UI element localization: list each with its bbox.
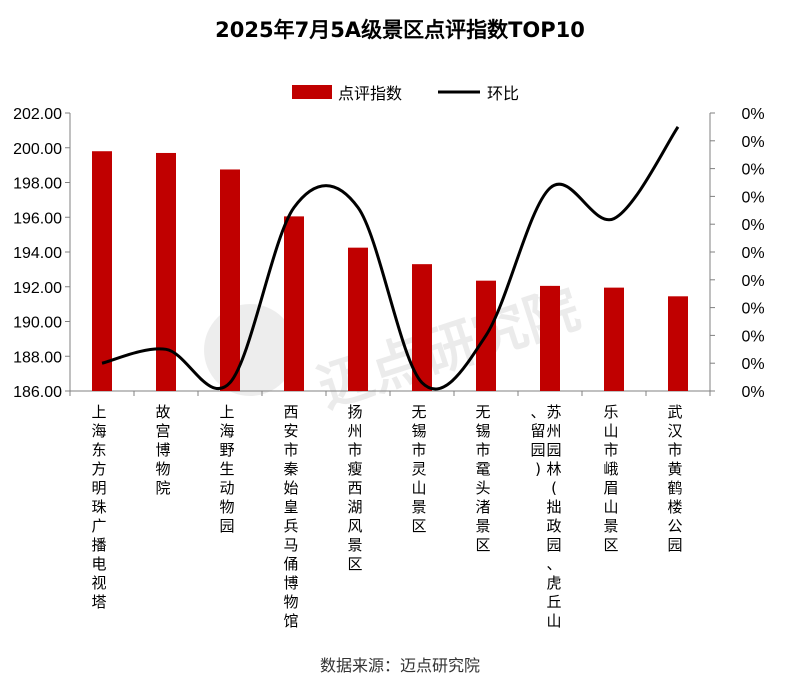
- legend-bar-swatch: [292, 85, 332, 99]
- y-right-tick-label: 0%: [741, 217, 764, 234]
- category-label: 苏州园林(拙政园、虎丘山、留园): [530, 403, 561, 630]
- axes: 202.00 200.00 198.00 196.00 194.00 192.00 190.…: [13, 106, 765, 401]
- y-left-tick-label: 200.00: [13, 141, 62, 158]
- category-label: 故宫博物院: [155, 403, 170, 497]
- y-right-tick-label: 0%: [741, 301, 764, 318]
- category-label-column: 无锡市鼋头渚景区: [475, 403, 490, 554]
- bar-series: [92, 151, 688, 391]
- category-label: 无锡市鼋头渚景区: [475, 403, 490, 554]
- bar: [540, 285, 560, 391]
- y-left-tick-label: 198.00: [13, 176, 62, 193]
- category-label-column: 扬州市瘦西湖风景区: [347, 403, 362, 573]
- y-left-tick-label: 194.00: [13, 245, 62, 262]
- source-note: 数据来源：迈点研究院: [319, 656, 480, 675]
- category-labels: 上海东方明珠广播电视塔 故宫博物院 上海野生动物园 西安市秦始皇兵马俑博物馆 扬州市瘦西…: [91, 403, 682, 630]
- legend-bar-label: 点评指数: [338, 84, 402, 103]
- bar: [156, 152, 176, 391]
- y-left-tick-label: 202.00: [13, 106, 62, 123]
- y-right-tick-label: 0%: [741, 189, 764, 206]
- bar: [412, 264, 432, 391]
- y-right-tick-label: 0%: [741, 106, 764, 123]
- category-label: 西安市秦始皇兵马俑博物馆: [283, 403, 298, 630]
- y-left-tick-label: 192.00: [13, 280, 62, 297]
- y-right-tick-label: 0%: [741, 273, 764, 290]
- category-label: 武汉市黄鹤楼公园: [667, 403, 682, 554]
- bar: [348, 247, 368, 391]
- category-label-column: 、留园): [530, 403, 545, 478]
- watermark-logo: [204, 304, 296, 396]
- category-label-column: 苏州园林(拙政园、虎丘山: [546, 403, 561, 630]
- bar: [92, 151, 112, 391]
- category-label-column: 武汉市黄鹤楼公园: [667, 403, 682, 554]
- bar: [668, 296, 688, 391]
- legend-line-label: 环比: [487, 84, 519, 103]
- y-left-tick-label: 190.00: [13, 315, 62, 332]
- category-label-column: 故宫博物院: [155, 403, 170, 497]
- category-label: 无锡市灵山景区: [411, 403, 426, 535]
- category-label: 上海野生动物园: [219, 403, 234, 535]
- category-label-column: 西安市秦始皇兵马俑博物馆: [283, 403, 298, 630]
- category-label-column: 上海野生动物园: [219, 403, 234, 535]
- category-label-column: 乐山市峨眉山景区: [603, 403, 618, 554]
- y-left-tick-label: 196.00: [13, 210, 62, 227]
- category-label: 扬州市瘦西湖风景区: [347, 403, 362, 573]
- category-label: 乐山市峨眉山景区: [603, 403, 618, 554]
- bar: [284, 216, 304, 391]
- legend: 点评指数 环比: [292, 84, 519, 103]
- bar: [604, 287, 624, 391]
- y-right-tick-label: 0%: [741, 384, 764, 401]
- y-left-tick-label: 188.00: [13, 349, 62, 366]
- y-left-tick-label: 186.00: [13, 384, 62, 401]
- mom-line: [101, 126, 680, 391]
- line-series: [101, 126, 680, 391]
- bar: [220, 169, 240, 391]
- y-right-tick-label: 0%: [741, 162, 764, 179]
- y-right-tick-label: 0%: [741, 245, 764, 262]
- y-right-tick-label: 0%: [741, 328, 764, 345]
- chart-title: 2025年7月5A级景区点评指数TOP10: [215, 18, 585, 42]
- category-label: 上海东方明珠广播电视塔: [91, 403, 106, 611]
- category-label-column: 无锡市灵山景区: [411, 403, 426, 535]
- y-right-tick-label: 0%: [741, 134, 764, 151]
- y-right-tick-label: 0%: [741, 356, 764, 373]
- category-label-column: 上海东方明珠广播电视塔: [91, 403, 106, 611]
